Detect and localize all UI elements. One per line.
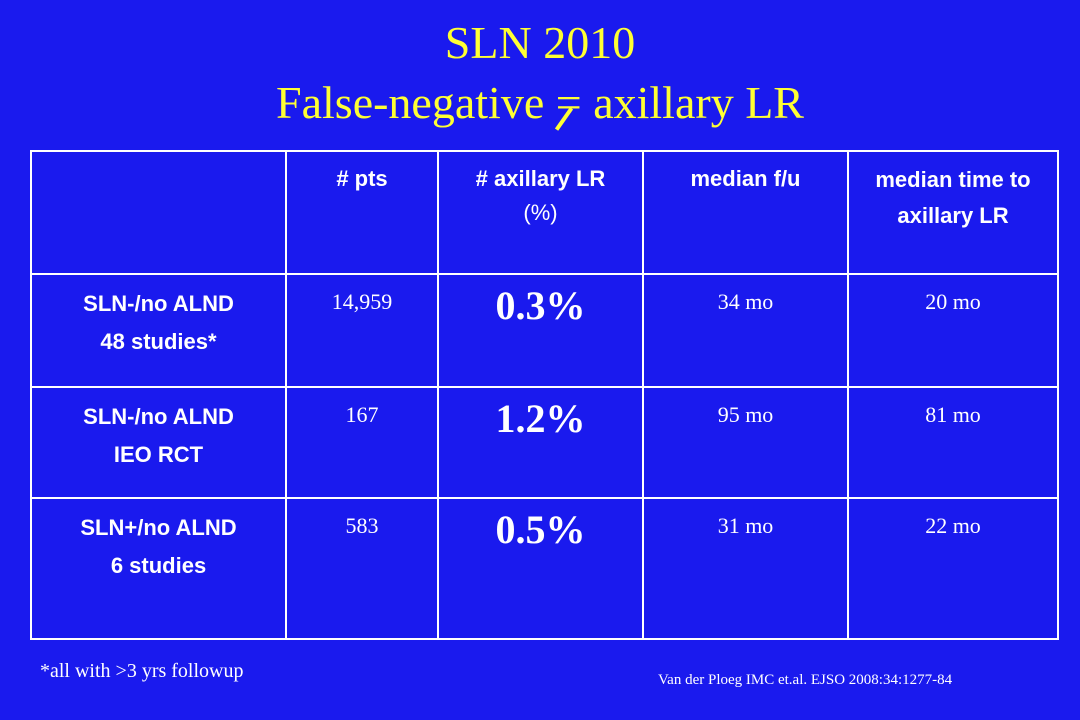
slide-subtitle: False-negative = axillary LR	[0, 78, 1080, 128]
row-label-line1: SLN-/no ALND	[83, 291, 234, 316]
header-blank	[30, 150, 287, 275]
table-row: SLN+/no ALND 6 studies 583 0.5% 31 mo 22…	[30, 497, 1059, 640]
header-median-fu: median f/u	[642, 150, 849, 275]
cell-pts: 583	[285, 497, 439, 640]
not-equal-symbol: =	[555, 77, 582, 128]
table-row: SLN-/no ALND 48 studies* 14,959 0.3% 34 …	[30, 273, 1059, 388]
header-axillary-lr-sub: (%)	[523, 200, 558, 225]
cell-lr-pct: 1.2%	[437, 386, 644, 499]
row-label-line2: 48 studies*	[100, 329, 217, 354]
subtitle-after: axillary LR	[593, 77, 804, 128]
row-label-line1: SLN+/no ALND	[80, 515, 237, 540]
cell-median-fu: 31 mo	[642, 497, 849, 640]
row-label: SLN-/no ALND 48 studies*	[30, 273, 287, 388]
citation: Van der Ploeg IMC et.al. EJSO 2008:34:12…	[658, 672, 953, 688]
cell-median-time: 81 mo	[847, 386, 1059, 499]
row-label: SLN-/no ALND IEO RCT	[30, 386, 287, 499]
cell-pts: 14,959	[285, 273, 439, 388]
results-table: # pts # axillary LR (%) median f/u media…	[30, 150, 1059, 640]
cell-median-time: 20 mo	[847, 273, 1059, 388]
header-axillary-lr: # axillary LR (%)	[437, 150, 644, 275]
header-median-time: median time to axillary LR	[847, 150, 1059, 275]
cell-median-fu: 95 mo	[642, 386, 849, 499]
cell-lr-pct: 0.3%	[437, 273, 644, 388]
cell-median-fu: 34 mo	[642, 273, 849, 388]
cell-pts: 167	[285, 386, 439, 499]
footnote: *all with >3 yrs followup	[40, 660, 244, 682]
header-pts: # pts	[285, 150, 439, 275]
row-label: SLN+/no ALND 6 studies	[30, 497, 287, 640]
cell-lr-pct: 0.5%	[437, 497, 644, 640]
table-row: SLN-/no ALND IEO RCT 167 1.2% 95 mo 81 m…	[30, 386, 1059, 499]
row-label-line2: 6 studies	[110, 553, 207, 578]
subtitle-before: False-negative	[276, 77, 545, 128]
cell-median-time: 22 mo	[847, 497, 1059, 640]
row-label-line1: SLN-/no ALND	[83, 404, 234, 429]
table-header-row: # pts # axillary LR (%) median f/u media…	[30, 150, 1059, 275]
row-label-line2: IEO RCT	[113, 442, 204, 467]
header-axillary-lr-label: # axillary LR	[475, 166, 606, 191]
slide-title: SLN 2010	[444, 17, 636, 68]
